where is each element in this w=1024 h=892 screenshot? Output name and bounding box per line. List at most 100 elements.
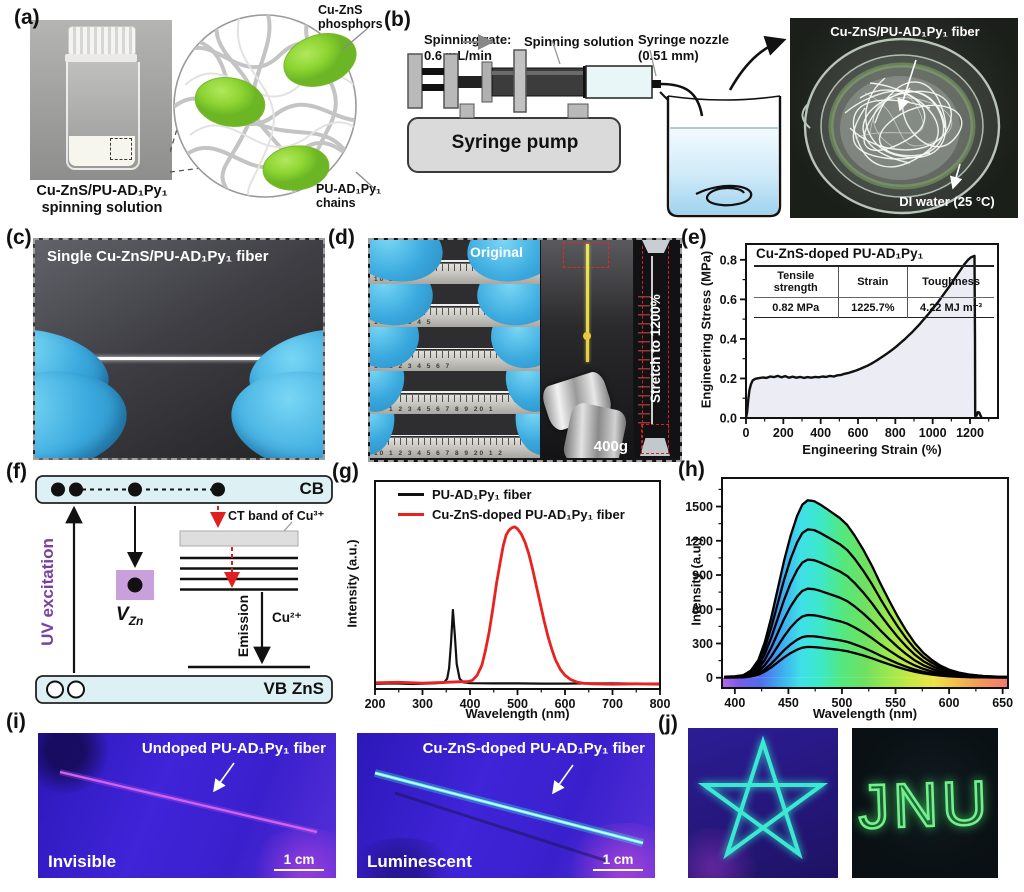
svg-text:600: 600 — [848, 426, 869, 440]
row-fiber — [370, 434, 540, 437]
legend-row-undoped: PU-AD₁Py₁ fiber — [398, 484, 625, 504]
stretched-fiber — [651, 256, 653, 424]
star-photo — [688, 728, 838, 878]
syringe-pump-label: Syringe pump — [451, 132, 579, 153]
spinning-solution-label: Spinning solution — [524, 34, 634, 49]
nozzle-tube — [660, 82, 704, 117]
pointer-arrow — [213, 762, 235, 793]
syringe-nozzle-line1: Syringe nozzle — [638, 32, 730, 47]
svg-text:500: 500 — [507, 697, 528, 711]
vial-photo — [30, 20, 172, 180]
fiber-knot — [583, 332, 591, 340]
g-xlabel: Wavelength (nm) — [465, 706, 570, 721]
stretch-1200-photo: Stretch to 1200% — [634, 240, 680, 458]
di-water-label: DI water (25 °C) — [899, 194, 995, 209]
legend-swatch-black — [398, 492, 424, 496]
ruler-numbers: 10 1 2 3 4 5 6 7 8 9 20 1 — [374, 406, 495, 414]
pl-spectra-chart: 200 300 400 500 600 700 800 PU-AD₁Py₁ fiber Cu… — [340, 470, 670, 721]
panel-label-e: (e) — [681, 226, 707, 249]
weight-photo: 400g — [541, 240, 633, 458]
phosphors-label: Cu-ZnS phosphors — [318, 3, 383, 32]
svg-text:900: 900 — [692, 569, 713, 583]
left-glove-thumb — [35, 362, 133, 458]
stretch-label: Stretch to 1200% — [648, 294, 663, 404]
invisible-label: Invisible — [48, 852, 117, 871]
ruler: 10 1 2 3 4 5 6 7 8 9 20 1 — [370, 393, 540, 415]
stretch-row: 10 1 2 3 4 5 6 7 — [370, 327, 540, 372]
electron — [69, 482, 83, 497]
col-toughness: Toughness — [907, 266, 994, 298]
syringe-nozzle-line2: (0.51 mm) — [638, 47, 699, 63]
svg-text:700: 700 — [602, 697, 623, 711]
scale-line — [593, 868, 643, 871]
properties-table: Tensile strength Strain Toughness 0.82 M… — [754, 265, 994, 318]
svg-text:550: 550 — [885, 696, 906, 710]
chains-label-line2: chains — [316, 196, 356, 211]
h-ylabel: Intensity (a.u.) — [688, 537, 704, 626]
row-fiber — [370, 304, 540, 306]
ruler-ticks-vertical — [638, 296, 650, 424]
original-label: Original — [470, 244, 523, 260]
svg-text:1200: 1200 — [956, 426, 984, 440]
panel-label-a: (a) — [14, 6, 40, 29]
panel-label-f: (f) — [6, 460, 27, 483]
row-fiber — [370, 391, 540, 393]
svg-text:0.4: 0.4 — [720, 332, 737, 346]
svg-text:600: 600 — [555, 697, 576, 711]
svg-text:600: 600 — [939, 696, 960, 710]
stretch-sequence: 10 1 2 310 1 2 3 4 5 10 1 2 3 4 5 6 7 10 1… — [370, 240, 540, 459]
doped-title: Cu-ZnS-doped PU-AD₁Py₁ fiber — [422, 740, 645, 757]
bottom-marker-box — [641, 424, 669, 454]
svg-text:1000: 1000 — [919, 426, 947, 440]
svg-text:400: 400 — [810, 426, 831, 440]
conduction-band — [35, 475, 333, 504]
legend-label-doped: Cu-ZnS-doped PU-AD₁Py₁ fiber — [432, 506, 625, 522]
svg-text:400: 400 — [460, 697, 481, 711]
svg-text:0: 0 — [706, 671, 713, 685]
cb-label: CB — [299, 479, 324, 498]
svg-text:200: 200 — [365, 697, 386, 711]
stretch-row: 10 1 2 3 4 5 6 7 8 9 20 1 2 — [370, 414, 540, 459]
vzn-v: V — [116, 604, 129, 625]
fiber-tangle — [844, 77, 963, 168]
fiber-strand — [53, 357, 305, 360]
vial-cap — [68, 26, 136, 56]
luminescent-label: Luminescent — [367, 852, 472, 871]
svg-text:0: 0 — [743, 426, 750, 440]
emission-spectra-svg: 400 450 500 550 600 650 0 300 600 900 1200 1500 — [685, 477, 1013, 710]
chains-label: PU-AD₁Py₁ chains — [316, 182, 381, 211]
vial-caption-line2: spinning solution — [41, 200, 163, 217]
stretch-panel: 10 1 2 310 1 2 3 4 5 10 1 2 3 4 5 6 7 10 1… — [368, 238, 682, 462]
e-xlabel: Engineering Strain (%) — [802, 442, 942, 457]
panel-label-i: (i) — [6, 710, 26, 733]
val-strain: 1225.7% — [837, 297, 908, 318]
energy-diagram-svg — [35, 475, 333, 704]
scale-line — [274, 868, 324, 871]
vial-liquid — [69, 136, 135, 166]
legend-label-undoped: PU-AD₁Py₁ fiber — [432, 486, 532, 502]
legend-row-doped: Cu-ZnS-doped PU-AD₁Py₁ fiber — [398, 504, 625, 524]
h-xlabel: Wavelength (nm) — [812, 706, 918, 721]
g-legend: PU-AD₁Py₁ fiber Cu-ZnS-doped PU-AD₁Py₁ f… — [398, 484, 625, 524]
svg-text:400: 400 — [724, 696, 745, 710]
emission-spectra-chart: 400 450 500 550 600 650 0 300 600 900 1200 1500 Int… — [685, 470, 1024, 721]
svg-text:450: 450 — [778, 696, 799, 710]
syringe-pump-diagram — [407, 34, 787, 218]
col-tensile-strength: Tensile strength — [754, 266, 838, 298]
chains-label-line1: PU-AD₁Py₁ — [316, 182, 382, 196]
vb-label: VB ZnS — [263, 679, 324, 698]
svg-text:600: 600 — [692, 603, 713, 617]
uv-fiber — [586, 244, 589, 362]
scale-text: 1 cm — [602, 851, 634, 867]
vial-caption-line1: Cu-ZnS/PU-AD₁Py₁ — [36, 183, 168, 199]
stress-strain-chart: 0 200 400 600 800 1000 1200 0.0 0.2 0.4 0.6 0.8 Cu-… — [690, 234, 1024, 464]
vzn-label: VZn — [116, 604, 143, 628]
ruler-numbers: 10 1 2 3 4 5 6 7 8 9 20 1 2 — [374, 449, 504, 457]
inset-title: Cu-ZnS-doped PU-AD₁Py₁ — [756, 246, 924, 261]
pump-base — [407, 117, 621, 173]
pl-spectra-svg: 200 300 400 500 600 700 800 — [365, 480, 670, 711]
row-fiber — [370, 260, 540, 262]
val-tensile-strength: 0.82 MPa — [772, 301, 820, 314]
svg-text:0.6: 0.6 — [720, 293, 737, 307]
e-ylabel: Engineering Stress (MPa) — [698, 250, 714, 409]
